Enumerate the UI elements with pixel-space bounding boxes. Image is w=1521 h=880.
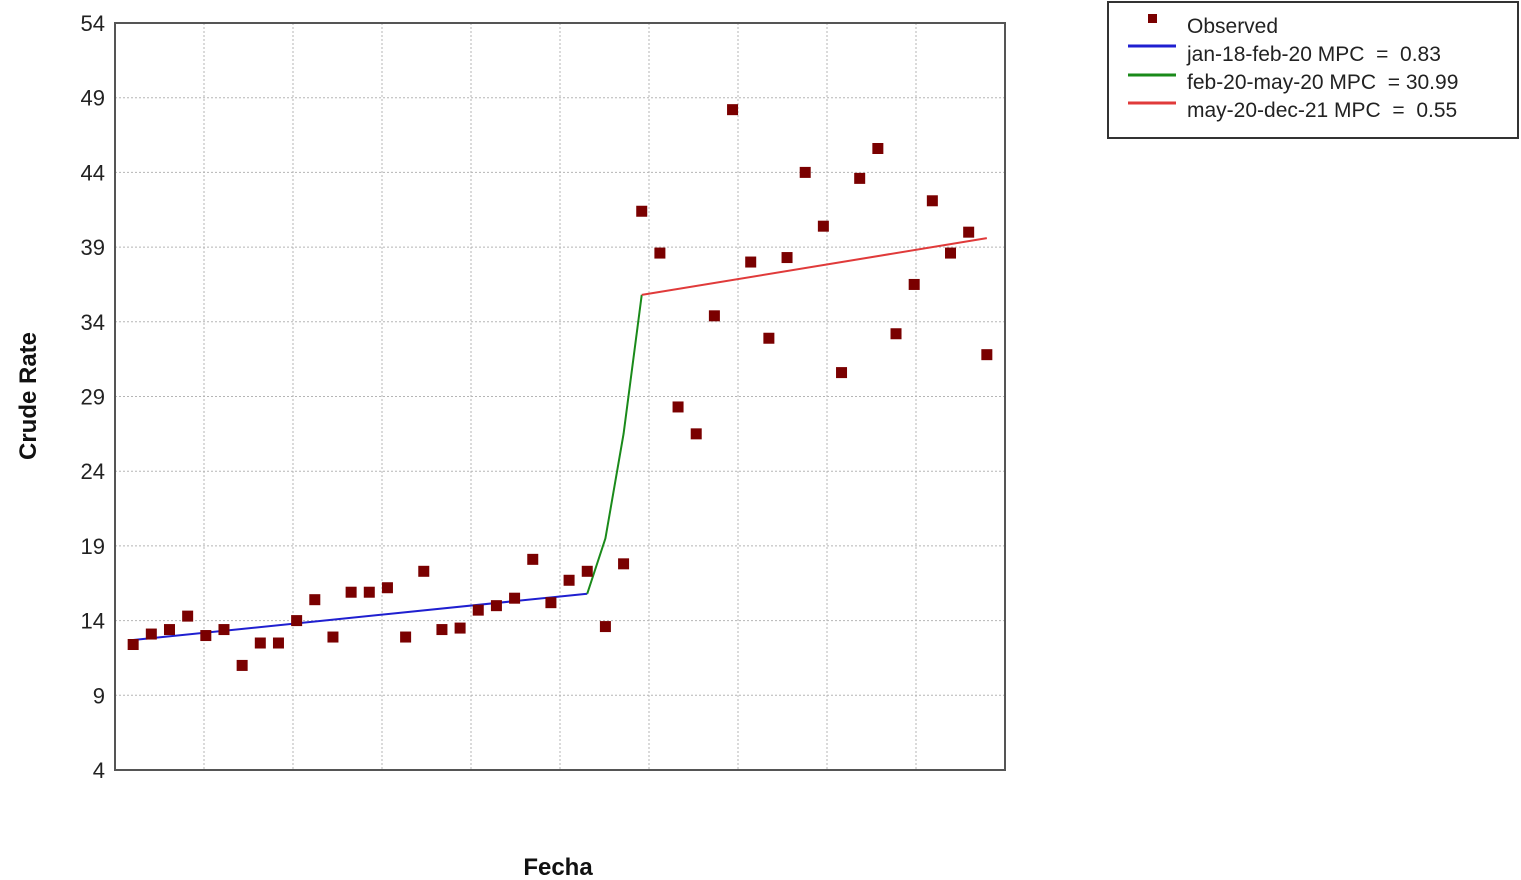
observed-point: [672, 401, 684, 413]
observed-point: [872, 142, 884, 154]
observed-point: [363, 586, 375, 598]
observed-point: [400, 631, 412, 643]
observed-point: [890, 328, 902, 340]
observed-point: [436, 624, 448, 636]
y-tick-label: 34: [81, 310, 105, 335]
legend-label-observed: Observed: [1187, 15, 1278, 38]
observed-point: [654, 247, 666, 259]
observed-point: [345, 586, 357, 598]
observed-point: [708, 310, 720, 322]
legend-marker-observed: [1148, 14, 1157, 23]
observed-point: [599, 621, 611, 633]
observed-point: [781, 252, 793, 264]
observed-point: [690, 428, 702, 440]
y-tick-label: 19: [81, 534, 105, 559]
observed-point: [963, 226, 975, 238]
grid: [115, 23, 1005, 770]
observed-point: [926, 195, 938, 207]
y-axis-title: Crude Rate: [15, 332, 42, 460]
observed-point: [418, 565, 430, 577]
legend-label-series-0: jan-18-feb-20 MPC = 0.83: [1186, 43, 1441, 66]
observed-point: [636, 205, 648, 217]
observed-point: [218, 624, 230, 636]
y-tick-label: 39: [81, 235, 105, 260]
observed-point: [490, 600, 502, 612]
observed-point: [145, 628, 157, 640]
observed-point: [745, 256, 757, 268]
observed-point: [763, 332, 775, 344]
observed-point: [945, 247, 957, 259]
trend-line-series-1: [586, 294, 643, 595]
y-tick-label: 4: [93, 758, 105, 783]
observed-point: [291, 615, 303, 627]
observed-point: [309, 594, 321, 606]
legend-label-series-2: may-20-dec-21 MPC = 0.55: [1187, 99, 1457, 122]
observed-point: [563, 574, 575, 586]
plot-area-frame: [114, 22, 1006, 771]
observed-point: [836, 367, 848, 379]
observed-point: [581, 565, 593, 577]
observed-point: [908, 278, 920, 290]
y-tick-label: 54: [81, 11, 105, 36]
y-tick-label: 44: [81, 160, 105, 185]
observed-point: [527, 553, 539, 565]
observed-point: [854, 172, 866, 184]
observed-point: [509, 592, 521, 604]
observed-point: [727, 104, 739, 116]
observed-point: [254, 637, 266, 649]
observed-point: [236, 659, 248, 671]
y-tick-label: 24: [81, 459, 105, 484]
legend: Observed jan-18-feb-20 MPC = 0.83 feb-20…: [1107, 1, 1519, 139]
y-tick-label: 29: [81, 385, 105, 410]
observed-point: [545, 597, 557, 609]
observed-point: [272, 637, 284, 649]
observed-point: [618, 558, 630, 570]
observed-point: [981, 349, 993, 361]
observed-point: [381, 582, 393, 594]
observed-point: [817, 220, 829, 232]
observed-point: [472, 604, 484, 616]
observed-point: [182, 610, 194, 622]
observed-point: [327, 631, 339, 643]
observed-point: [200, 630, 212, 642]
observed-point: [163, 624, 175, 636]
y-tick-label: 14: [81, 609, 105, 634]
observed-point: [799, 166, 811, 178]
observed-point: [127, 639, 139, 651]
legend-label-series-1: feb-20-may-20 MPC = 30.99: [1187, 71, 1458, 94]
observed-points: [127, 104, 993, 671]
trend-line-series-2: [641, 237, 987, 296]
y-tick-label: 9: [93, 683, 105, 708]
x-axis-title: Fecha: [523, 854, 593, 880]
observed-point: [454, 622, 466, 634]
legend-box: [1107, 1, 1519, 139]
y-tick-label: 49: [81, 86, 105, 111]
